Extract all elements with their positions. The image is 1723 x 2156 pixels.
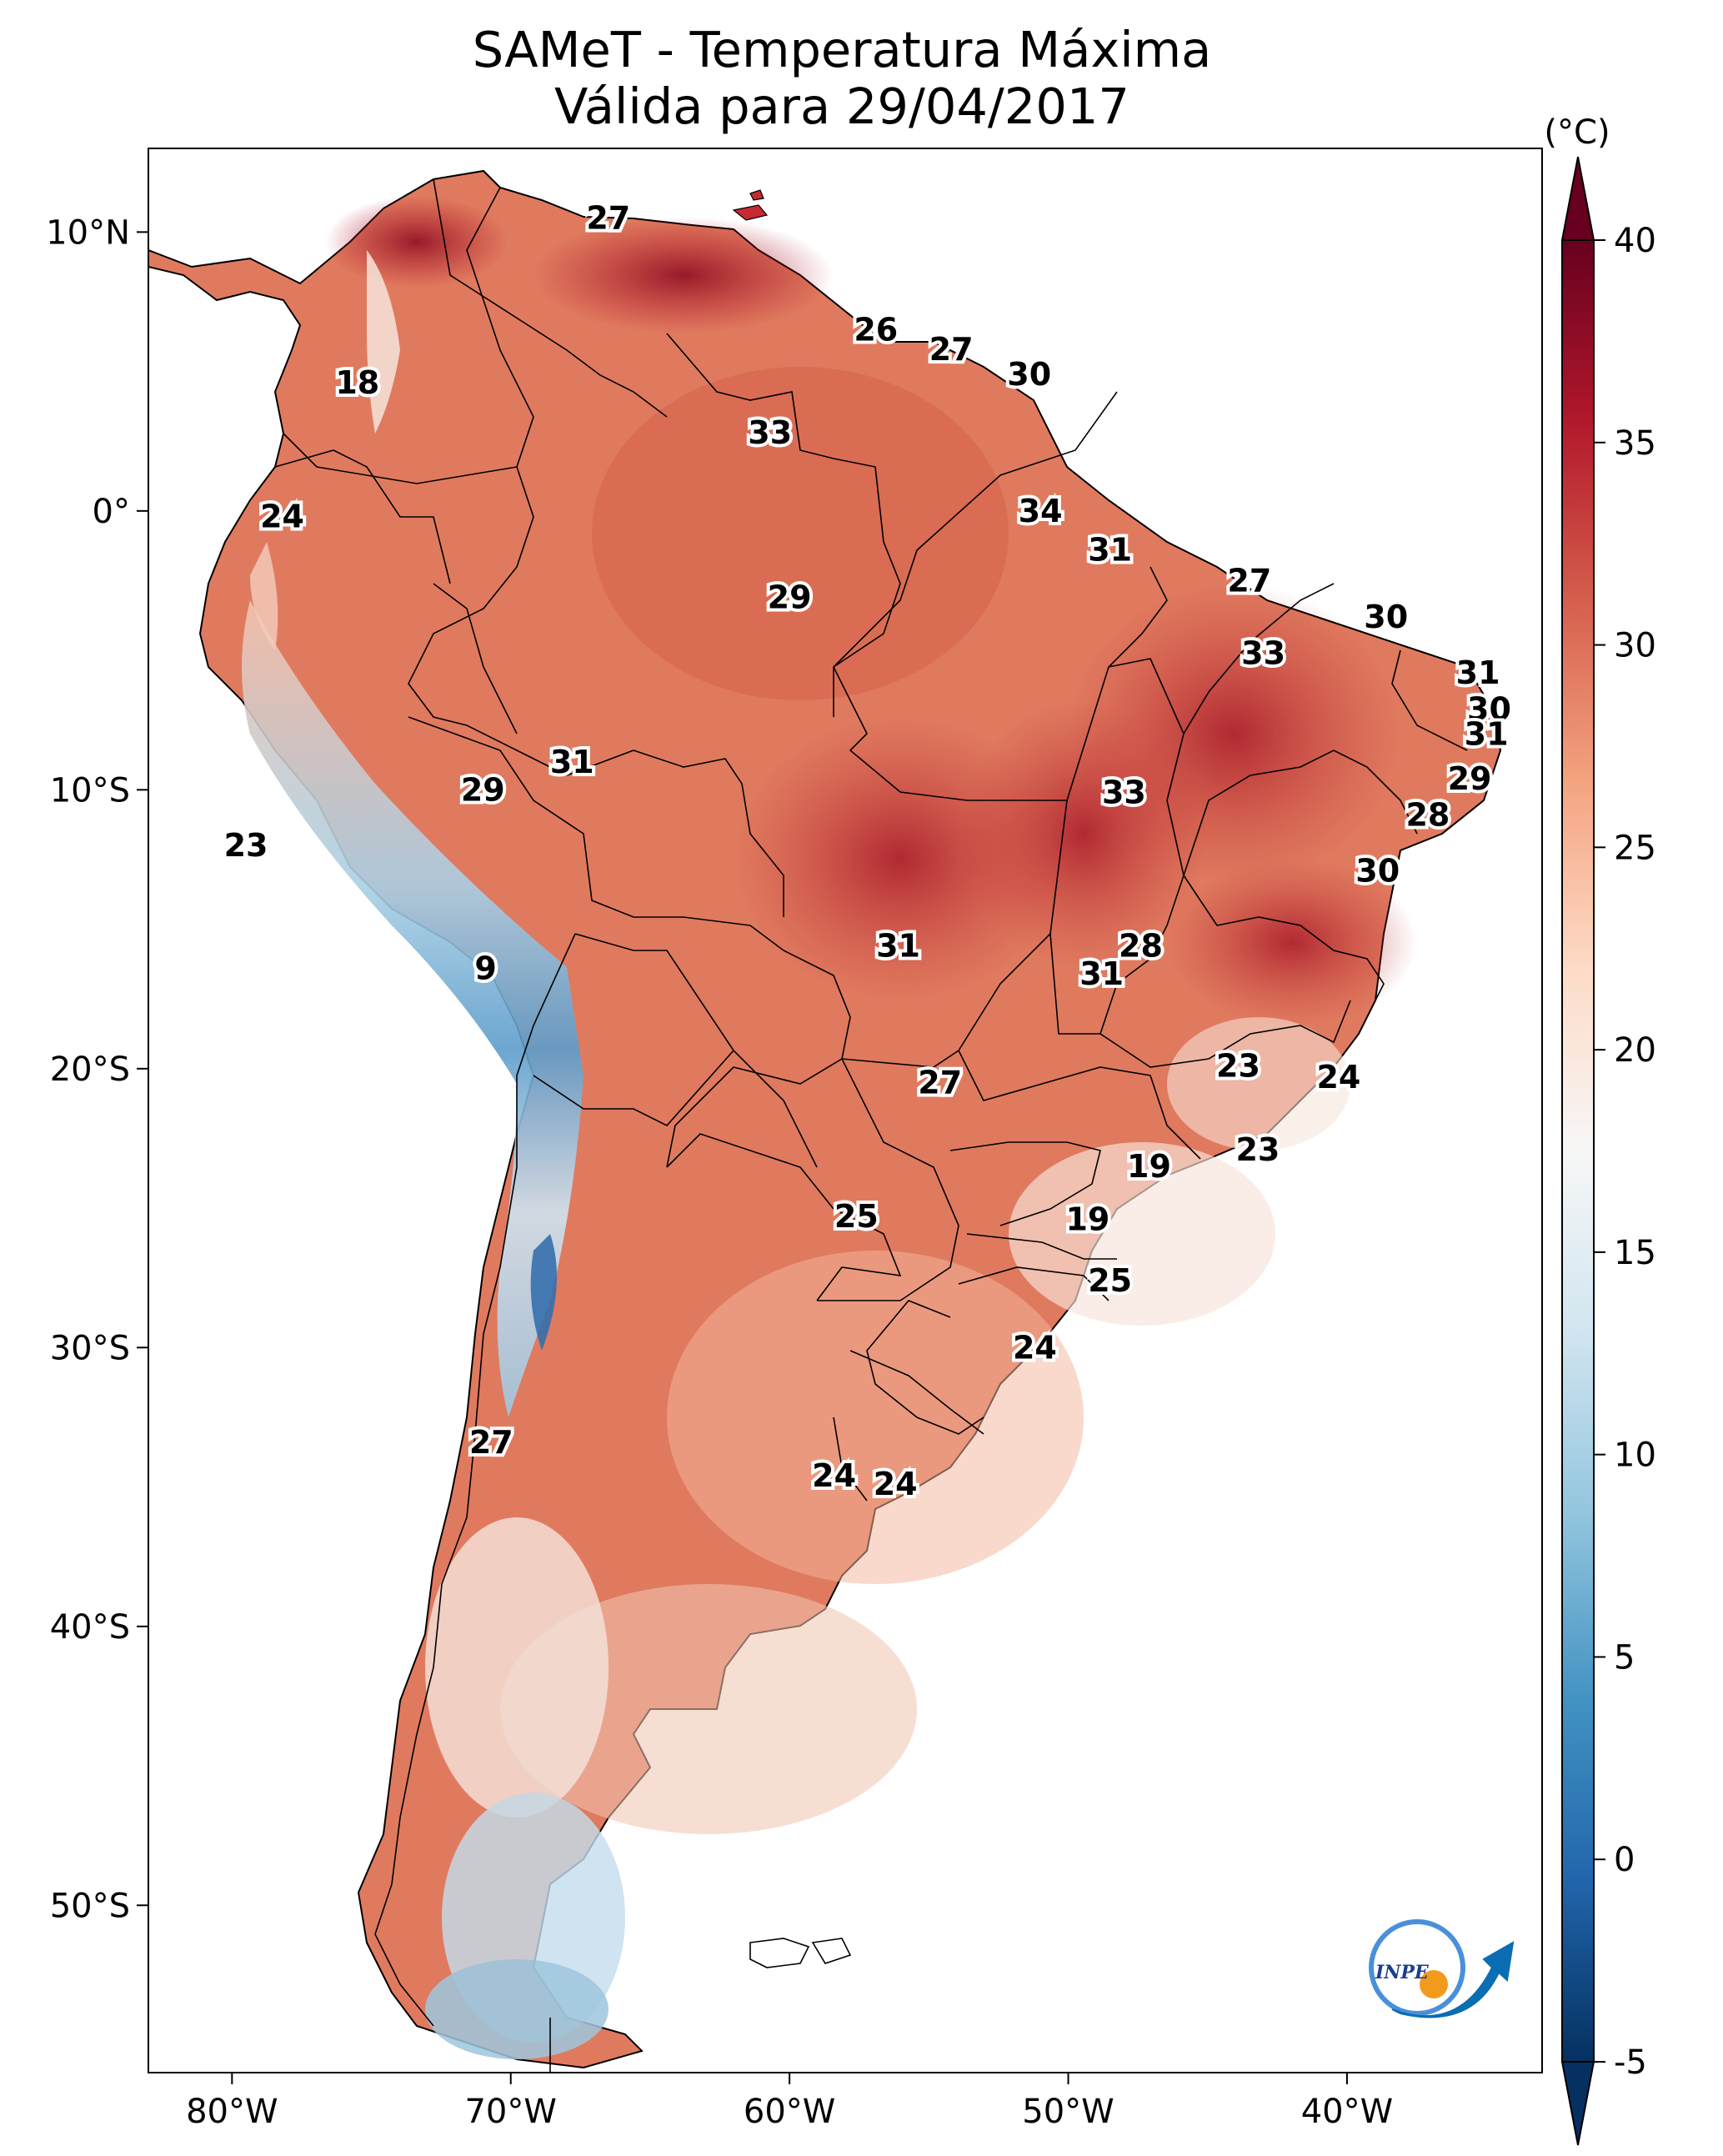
temperature-label: 23 [1216,1047,1260,1084]
temperature-label: 19 [1127,1148,1171,1185]
temperature-label: 19 [1065,1201,1109,1237]
temperature-label: 31 [550,744,594,780]
colorbar-extend-top [1560,156,1595,241]
y-tick-label: 10°S [50,771,130,810]
temperature-label: 30 [1007,356,1051,393]
inpe-logo: INPE [1369,1919,1515,2018]
temperature-label: 28 [1405,796,1450,833]
temperature-label: 30 [1355,852,1400,889]
colorbar-unit-label: (°C) [1544,113,1610,152]
temperature-label: 31 [1456,654,1500,691]
temperature-label: 27 [1227,562,1271,599]
temperature-label: 30 [1364,599,1408,635]
colorbar-tick-label: 30 [1614,627,1656,665]
temperature-label: 25 [834,1198,879,1235]
colorbar-tick-label: 20 [1614,1031,1656,1070]
colorbar-tick-label: 40 [1614,222,1656,260]
colorbar-tick-label: 5 [1614,1638,1635,1677]
logo-text: INPE [1375,1962,1430,1983]
temperature-label: 18 [335,364,379,401]
logo-arrow-icon [1391,1941,1515,2018]
y-tick-label: 50°S [50,1887,130,1925]
temperature-label: 27 [586,200,630,237]
x-tick-label: 50°W [1022,2093,1114,2131]
temperature-label: 29 [461,771,505,808]
temperature-field [242,196,1417,2059]
caribbean-islands [732,189,769,221]
temperature-label: 23 [224,827,268,864]
latitude-axis: 10°N 0° 10°S 20°S 30°S 40°S 50°S [46,213,148,1925]
temperature-label: 30 [1467,690,1511,727]
temperature-label: 31 [1465,715,1509,752]
temperature-label: 33 [748,414,792,451]
temperature-label: 33 [1102,775,1146,811]
temperature-label: 25 [1088,1262,1132,1299]
colorbar: (°C) 40 35 30 25 20 15 10 5 0 -5 [1544,113,1656,2146]
temperature-label: 31 [876,928,920,965]
logo-arc-icon [1369,1919,1465,2016]
temperature-label: 9 [474,950,496,986]
logo-dot-icon [1420,1970,1448,1998]
temperature-label: 28 [1119,928,1163,965]
temperature-label: 27 [929,331,974,368]
temperature-label: 24 [1316,1059,1360,1096]
temperature-label: 29 [768,579,812,616]
x-tick-label: 70°W [464,2093,556,2131]
political-borders [274,178,1468,2073]
temperature-label: 31 [1079,955,1124,992]
colorbar-ticks: 40 35 30 25 20 15 10 5 0 -5 [1594,222,1656,2082]
x-tick-label: 80°W [186,2093,278,2131]
colorbar-tick-label: 15 [1614,1234,1656,1272]
temperature-label: 24 [1013,1329,1057,1366]
y-tick-label: 20°S [50,1050,130,1089]
temperature-label: 31 [1088,532,1132,569]
y-tick-label: 30°S [50,1329,130,1367]
colorbar-gradient [1561,239,1595,2063]
y-tick-label: 40°S [50,1608,130,1647]
temperature-label: 33 [1241,634,1285,671]
temperature-label: 24 [260,499,304,535]
map-title-line2: Válida para 29/04/2017 [554,78,1129,135]
temperature-label: 23 [1235,1131,1280,1168]
y-tick-label: 10°N [46,213,130,252]
temperature-label: 29 [1448,760,1492,797]
colorbar-tick-label: 35 [1614,424,1656,463]
map-title-line1: SAMeT - Temperatura Máxima [473,21,1212,78]
colorbar-extend-bottom [1560,2061,1595,2146]
temperature-label: 24 [874,1466,918,1502]
x-tick-label: 60°W [744,2093,835,2131]
colorbar-tick-label: -5 [1614,2043,1647,2082]
temperature-label: 27 [469,1424,513,1461]
colorbar-tick-label: 0 [1614,1841,1635,1879]
colorbar-tick-label: 25 [1614,829,1656,867]
falkland-islands [749,1938,852,1968]
temperature-label: 34 [1019,493,1063,529]
temperature-label: 27 [918,1065,962,1101]
temperature-label: 24 [812,1457,856,1494]
map-frame [148,148,1543,2073]
colorbar-tick-label: 10 [1614,1436,1656,1475]
y-tick-label: 0° [93,493,130,531]
temperature-label: 26 [854,311,898,348]
longitude-axis: 80°W 70°W 60°W 50°W 40°W [186,2073,1393,2131]
x-tick-label: 40°W [1301,2093,1393,2131]
